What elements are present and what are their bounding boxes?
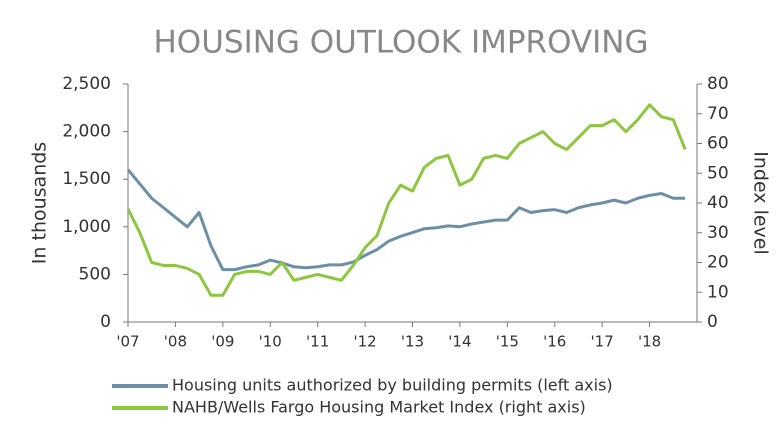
y-axis-title: In thousands xyxy=(29,142,51,264)
y2-tick-label: 0 xyxy=(707,312,718,332)
y2-tick-label: 60 xyxy=(707,134,729,154)
x-tick-label: '07 xyxy=(116,333,139,351)
x-tick-label: '10 xyxy=(259,333,282,351)
x-tick-label: '09 xyxy=(211,333,234,351)
y2-tick-label: 20 xyxy=(707,253,729,273)
y-tick-label: 1,000 xyxy=(62,217,111,237)
x-tick-label: '17 xyxy=(591,333,614,351)
y-tick-label: 0 xyxy=(100,312,111,332)
y2-axis-title: Index level xyxy=(750,151,772,255)
series-line xyxy=(126,168,686,272)
y-tick-label: 1,500 xyxy=(62,169,111,189)
y-tick-label: 500 xyxy=(79,264,111,284)
y2-tick-label: 50 xyxy=(707,163,729,183)
series-line xyxy=(126,103,687,297)
chart-title: HOUSING OUTLOOK IMPROVING xyxy=(153,25,648,61)
x-tick-label: '16 xyxy=(543,333,566,351)
x-tick-label: '18 xyxy=(638,333,661,351)
legend-label: NAHB/Wells Fargo Housing Market Index (r… xyxy=(172,398,586,417)
y2-tick-label: 30 xyxy=(707,223,729,243)
y-tick-label: 2,500 xyxy=(62,74,111,94)
x-tick-label: '13 xyxy=(401,333,424,351)
y2-tick-label: 80 xyxy=(707,74,729,94)
x-tick-label: '08 xyxy=(164,333,187,351)
y2-tick-label: 70 xyxy=(707,104,729,124)
x-tick-label: '14 xyxy=(448,333,471,351)
x-tick-label: '12 xyxy=(353,333,376,351)
y2-tick-label: 10 xyxy=(707,282,729,302)
x-tick-label: '15 xyxy=(496,333,519,351)
y2-tick-label: 40 xyxy=(707,193,729,213)
y-tick-label: 2,000 xyxy=(62,122,111,142)
legend-label: Housing units authorized by building per… xyxy=(172,376,613,395)
x-tick-label: '11 xyxy=(306,333,329,351)
